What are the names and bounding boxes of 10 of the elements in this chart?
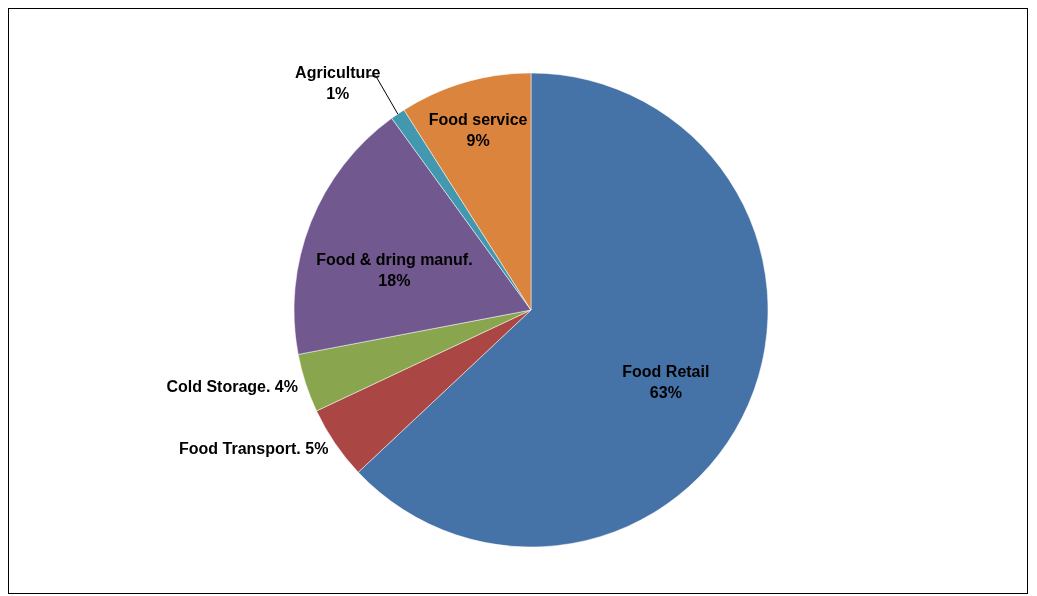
slice-label: Food & dring manuf. (316, 250, 473, 268)
data-label: 18% (378, 271, 411, 289)
slice-label: Food Transport. 5% (179, 439, 329, 457)
data-label: 63% (649, 383, 682, 401)
data-label: 9% (466, 131, 490, 149)
slice-label: Cold Storage. 4% (166, 377, 298, 395)
data-label: 1% (326, 84, 350, 102)
slice-label: Agriculture (295, 63, 381, 81)
slice-label: Food service (428, 110, 528, 128)
slice-label: Food Retail (622, 363, 710, 381)
